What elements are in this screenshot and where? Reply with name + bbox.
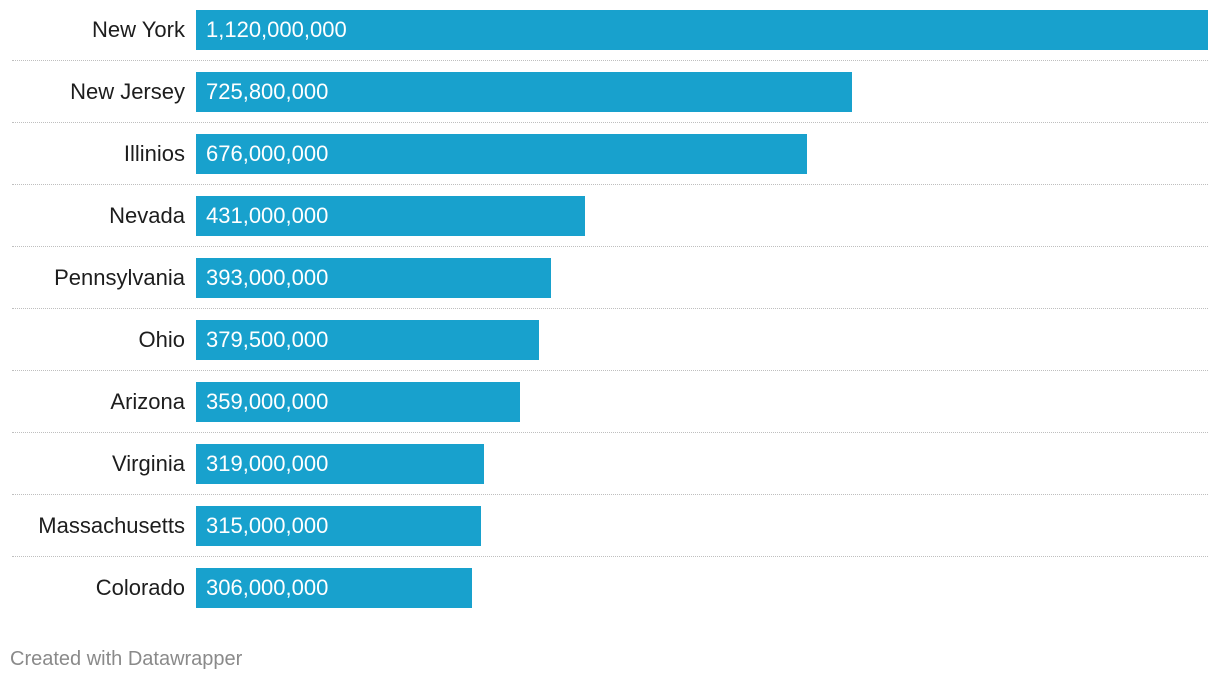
bar xyxy=(196,196,585,236)
bar-row: New Jersey 725,800,000 xyxy=(0,62,1220,124)
category-label: Virginia xyxy=(112,451,185,476)
category-label: New York xyxy=(92,17,185,42)
bar-row: Nevada 431,000,000 xyxy=(0,186,1220,248)
bar-value-label: 359,000,000 xyxy=(206,389,329,414)
category-label: Nevada xyxy=(109,203,185,228)
category-label: Pennsylvania xyxy=(54,265,185,290)
row-divider xyxy=(12,494,1208,495)
bar xyxy=(196,10,1208,50)
category-label: Ohio xyxy=(138,327,185,352)
bar-value-label: 725,800,000 xyxy=(206,79,329,104)
row-divider xyxy=(12,184,1208,185)
bar-row: Virginia 319,000,000 xyxy=(0,434,1220,496)
bar-value-label: 393,000,000 xyxy=(206,265,329,290)
category-label: Massachusetts xyxy=(38,513,185,538)
row-divider xyxy=(12,246,1208,247)
bar xyxy=(196,258,551,298)
category-label: New Jersey xyxy=(70,79,185,104)
bar xyxy=(196,72,852,112)
bar-row: Arizona 359,000,000 xyxy=(0,372,1220,434)
credit-text: Created with Datawrapper xyxy=(10,648,243,670)
bar-row: Pennsylvania 393,000,000 xyxy=(0,248,1220,310)
category-label: Colorado xyxy=(95,575,185,600)
bar xyxy=(196,506,481,546)
bar xyxy=(196,382,520,422)
bar-value-label: 1,120,000,000 xyxy=(206,17,347,42)
bar-row: Ohio 379,500,000 xyxy=(0,310,1220,372)
bar-value-label: 306,000,000 xyxy=(206,575,329,600)
category-label: Arizona xyxy=(110,389,185,414)
row-divider xyxy=(12,308,1208,309)
row-divider xyxy=(12,370,1208,371)
bar-chart: New York 1,120,000,000 New Jersey 725,800,0… xyxy=(0,0,1220,620)
bar xyxy=(196,568,472,608)
bar xyxy=(196,134,807,174)
row-divider xyxy=(12,122,1208,123)
row-divider xyxy=(12,432,1208,433)
bar-row: Colorado 306,000,000 xyxy=(0,558,1220,620)
bar-value-label: 315,000,000 xyxy=(206,513,329,538)
bar-value-label: 676,000,000 xyxy=(206,141,329,166)
row-divider xyxy=(12,60,1208,61)
bar xyxy=(196,320,539,360)
bar-value-label: 319,000,000 xyxy=(206,451,329,476)
row-divider xyxy=(12,556,1208,557)
bar xyxy=(196,444,484,484)
bar-value-label: 379,500,000 xyxy=(206,327,329,352)
bar-value-label: 431,000,000 xyxy=(206,203,329,228)
category-label: Illinios xyxy=(123,141,185,166)
bar-row: Massachusetts 315,000,000 xyxy=(0,496,1220,558)
bar-row: Illinios 676,000,000 xyxy=(0,124,1220,186)
bar-row: New York 1,120,000,000 xyxy=(0,0,1220,62)
